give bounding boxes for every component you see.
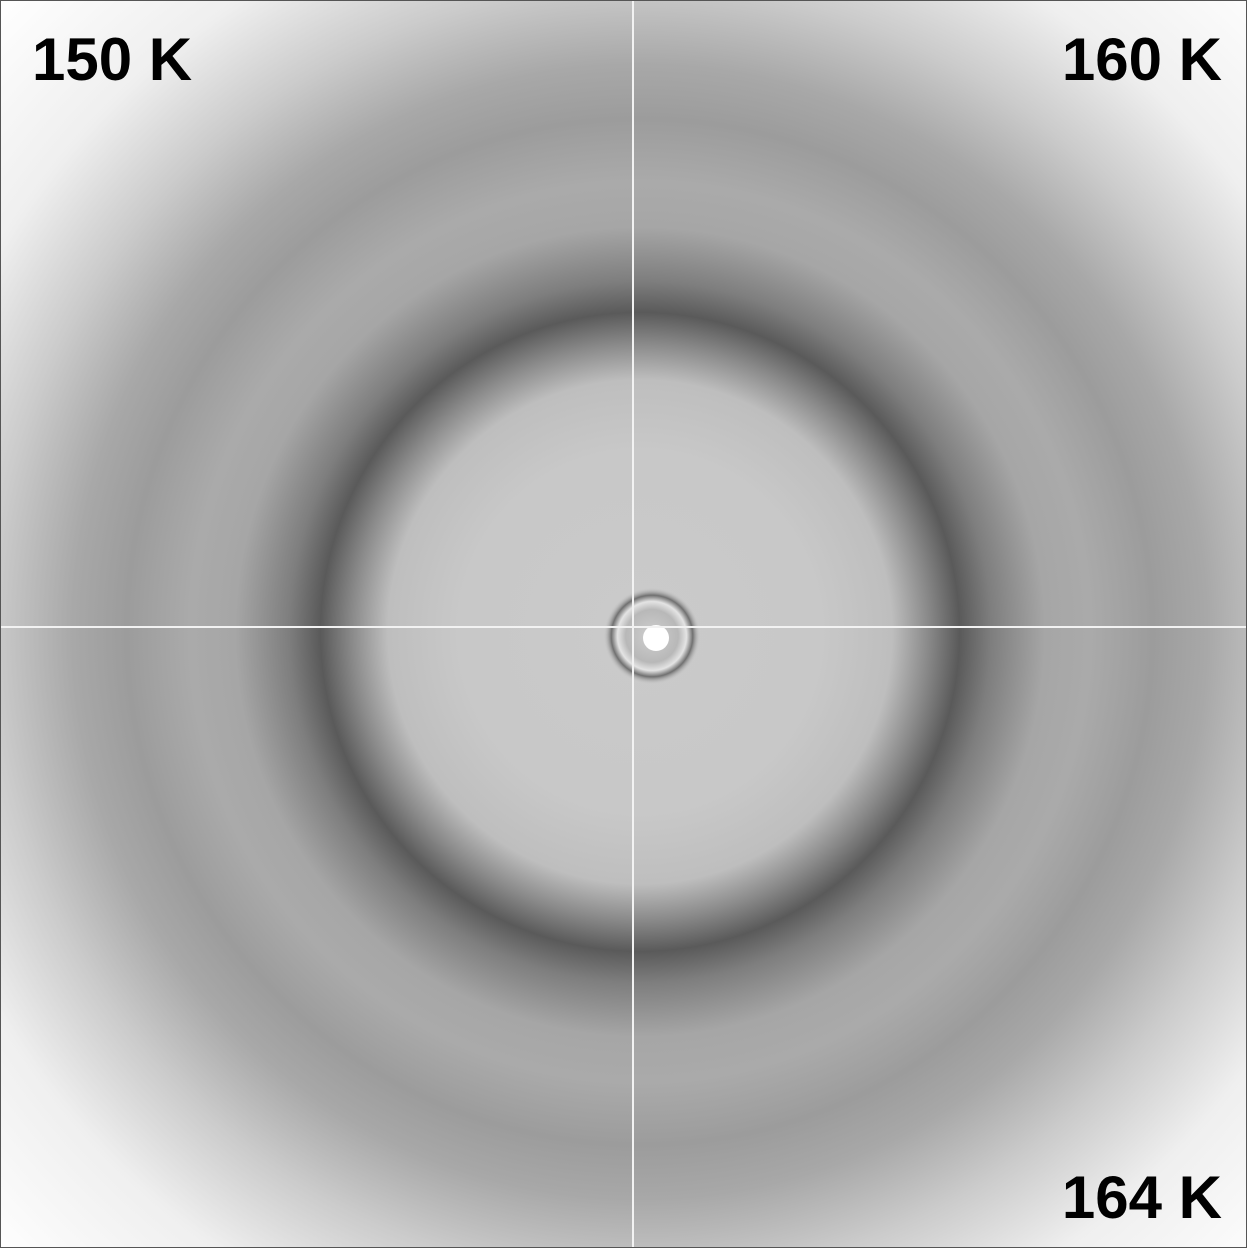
panel-label: 150 K	[32, 26, 192, 93]
beam-center	[643, 625, 669, 651]
panel-label: 160 K	[1062, 26, 1222, 93]
panel-label: 164 K	[1062, 1164, 1222, 1231]
